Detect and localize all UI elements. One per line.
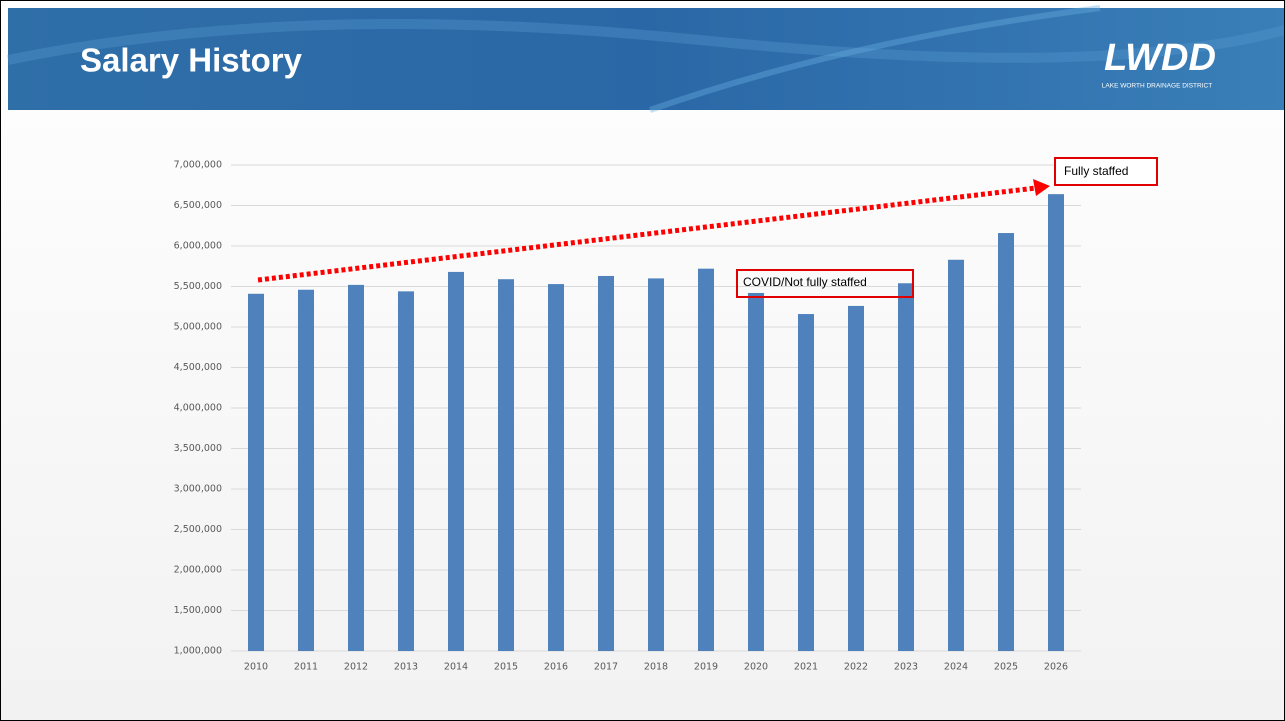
y-tick-label: 5,000,000 (174, 322, 222, 333)
y-tick-label: 7,000,000 (174, 160, 222, 171)
trend-arrow (257, 185, 1037, 283)
y-tick-label: 2,500,000 (174, 524, 222, 535)
x-tick-label: 2012 (344, 662, 368, 673)
header-band (8, 8, 1285, 110)
y-tick-label: 4,500,000 (174, 362, 222, 373)
y-tick-label: 3,000,000 (174, 484, 222, 495)
y-tick-label: 6,000,000 (174, 241, 222, 252)
x-tick-label: 2021 (794, 662, 818, 673)
bar (348, 284, 364, 651)
x-tick-label: 2022 (844, 662, 868, 673)
logo-text: LWDD (1104, 37, 1216, 79)
x-tick-label: 2013 (394, 662, 418, 673)
bar (998, 233, 1014, 652)
x-tick-label: 2017 (594, 662, 618, 673)
bar (1048, 194, 1064, 651)
x-tick-label: 2026 (1044, 662, 1068, 673)
x-tick-label: 2019 (694, 662, 718, 673)
bar (848, 305, 864, 651)
bar (898, 283, 914, 651)
bar (398, 291, 414, 651)
x-tick-label: 2018 (644, 662, 668, 673)
header-swoosh (649, 5, 1101, 113)
annotation-box (736, 269, 914, 298)
plot: 1,000,000 1,500,000 2,000,000 2,500,000 3,00… (174, 160, 1081, 673)
x-tick-label: 2020 (744, 662, 768, 673)
x-tick-label: 2024 (944, 662, 968, 673)
bar (548, 284, 564, 651)
bar (248, 293, 264, 651)
annotation: COVID/Not fully staffed (743, 275, 867, 289)
bar (498, 279, 514, 651)
y-tick-label: 6,500,000 (174, 200, 222, 211)
slide-title: Salary History (80, 42, 303, 79)
bar (798, 314, 814, 651)
bar (648, 278, 664, 651)
logo-subtitle: LAKE WORTH DRAINAGE DISTRICT (1102, 83, 1212, 90)
x-tick-label: 2016 (544, 662, 568, 673)
y-tick-label: 5,500,000 (174, 281, 222, 292)
bar (448, 271, 464, 651)
bar (748, 292, 764, 651)
y-tick-label: 3,500,000 (174, 443, 222, 454)
x-tick-label: 2010 (244, 662, 268, 673)
arrow-head (1033, 179, 1050, 196)
y-tick-label: 1,500,000 (174, 605, 222, 616)
y-tick-label: 2,000,000 (174, 565, 222, 576)
annotation-box (1054, 157, 1158, 186)
bar (698, 268, 714, 651)
x-tick-label: 2025 (994, 662, 1018, 673)
x-tick-label: 2014 (444, 662, 468, 673)
header-swoosh (6, 19, 1285, 65)
y-tick-label: 1,000,000 (174, 646, 222, 657)
bar (298, 289, 314, 651)
bar (948, 259, 964, 651)
bar (598, 275, 614, 651)
x-tick-label: 2015 (494, 662, 518, 673)
annotation: Fully staffed (1064, 164, 1128, 178)
x-tick-label: 2023 (894, 662, 918, 673)
y-tick-label: 4,000,000 (174, 403, 222, 414)
x-tick-label: 2011 (294, 662, 318, 673)
